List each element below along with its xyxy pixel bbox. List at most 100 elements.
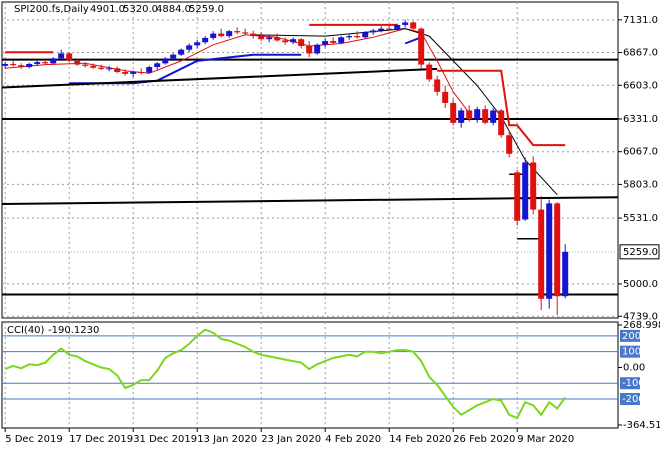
candle-body	[266, 37, 273, 40]
candle-body	[490, 110, 497, 123]
candle-body	[498, 110, 505, 136]
level-box	[620, 329, 640, 342]
candle-body	[562, 251, 569, 297]
candle-body	[514, 172, 521, 221]
chart-title: SPI200.fs,Daily	[14, 4, 89, 15]
level-label: 200	[622, 331, 641, 342]
candle-body	[10, 63, 17, 66]
candle-body	[314, 44, 321, 54]
x-tick-label: 4 Feb 2020	[325, 434, 381, 445]
grid	[2, 2, 618, 428]
candle-body	[170, 54, 177, 59]
level-box	[620, 377, 640, 390]
cci-panel-frame	[1, 321, 619, 429]
candle-body	[2, 63, 9, 66]
candle-body	[274, 37, 281, 41]
y-tick-label: 5803.0	[623, 179, 658, 190]
y-tick-label: 268.9988	[623, 320, 660, 331]
candle-body	[18, 65, 25, 68]
candle-body	[370, 30, 377, 33]
ohlc-close: 5259.0	[189, 4, 224, 15]
candle-body	[506, 135, 513, 154]
candle-body	[138, 72, 145, 74]
candle-body	[186, 45, 193, 50]
candle-body	[442, 91, 449, 103]
cci-title: CCI(40)	[7, 325, 45, 336]
candle-body	[74, 60, 81, 65]
y-tick-label: 7131.0	[623, 15, 658, 26]
cci-value: -190.1230	[48, 325, 99, 336]
candle-body	[66, 53, 73, 61]
current-price-label: 5259.0	[623, 247, 658, 258]
candle-body	[154, 63, 161, 68]
candle-body	[106, 68, 113, 70]
level-box	[620, 393, 640, 406]
candle-body	[450, 102, 457, 123]
x-tick-label: 5 Dec 2019	[5, 434, 63, 445]
x-tick-label: 13 Jan 2020	[197, 434, 257, 445]
y-tick-label: 4739.0	[623, 311, 658, 322]
candle-body	[458, 110, 465, 123]
candle-body	[98, 67, 105, 69]
candle-body	[146, 67, 153, 73]
candle-body	[402, 22, 409, 25]
y-tick-label: 6603.0	[623, 80, 658, 91]
x-tick-label: 31 Dec 2019	[133, 434, 197, 445]
indicator-line	[1, 67, 438, 89]
level-label: 100	[622, 347, 641, 358]
current-price-box	[619, 244, 660, 260]
candle-body	[194, 42, 201, 46]
candle-body	[210, 33, 217, 38]
x-tick-label: 14 Feb 2020	[389, 434, 451, 445]
y-tick-label: 0.00	[623, 362, 645, 373]
candle-body	[322, 41, 329, 45]
candle-body	[354, 36, 361, 38]
price-panel-frame	[1, 1, 619, 319]
candle-body	[346, 36, 353, 38]
y-tick-label: 5531.0	[623, 213, 658, 224]
candle-body	[50, 58, 57, 64]
candle-body	[42, 62, 49, 64]
indicator-line	[253, 28, 558, 196]
level-box	[620, 345, 640, 358]
candle-body	[242, 32, 249, 34]
candle-body	[362, 32, 369, 38]
candle-body	[234, 31, 241, 33]
level-label: -100	[622, 378, 645, 389]
candle-body	[330, 41, 337, 43]
ohlc-high: 5320.0	[123, 4, 158, 15]
candle-body	[530, 162, 537, 210]
candle-body	[202, 37, 209, 43]
ohlc-open: 4901.0	[90, 4, 125, 15]
candle-body	[82, 64, 89, 66]
candle-body	[90, 65, 97, 68]
candle-body	[290, 39, 297, 43]
candle-body	[122, 72, 129, 74]
candle-body	[386, 28, 393, 30]
candle-body	[306, 45, 313, 54]
candle-body	[554, 203, 561, 297]
candle-body	[538, 209, 545, 299]
candle-body	[378, 28, 385, 31]
candle-body	[282, 40, 289, 43]
candle-body	[298, 39, 305, 46]
y-tick-label: 6867.0	[623, 48, 658, 59]
candle-body	[338, 37, 345, 43]
candle-body	[474, 109, 481, 120]
y-tick-label: 6331.0	[623, 114, 658, 125]
x-tick-label: 17 Dec 2019	[69, 434, 133, 445]
candle-body	[426, 64, 433, 80]
ohlc-low: 4884.0	[156, 4, 191, 15]
candle-body	[58, 53, 65, 59]
candle-body	[394, 24, 401, 30]
x-tick-label: 26 Feb 2020	[453, 434, 515, 445]
candle-body	[162, 58, 169, 64]
candle-body	[434, 79, 441, 92]
candle-body	[130, 72, 137, 74]
candle-body	[114, 68, 121, 73]
candle-body	[26, 63, 33, 68]
candle-body	[410, 22, 417, 29]
y-tick-label: 5000.0	[623, 279, 658, 290]
y-tick-label: 6067.0	[623, 147, 658, 158]
